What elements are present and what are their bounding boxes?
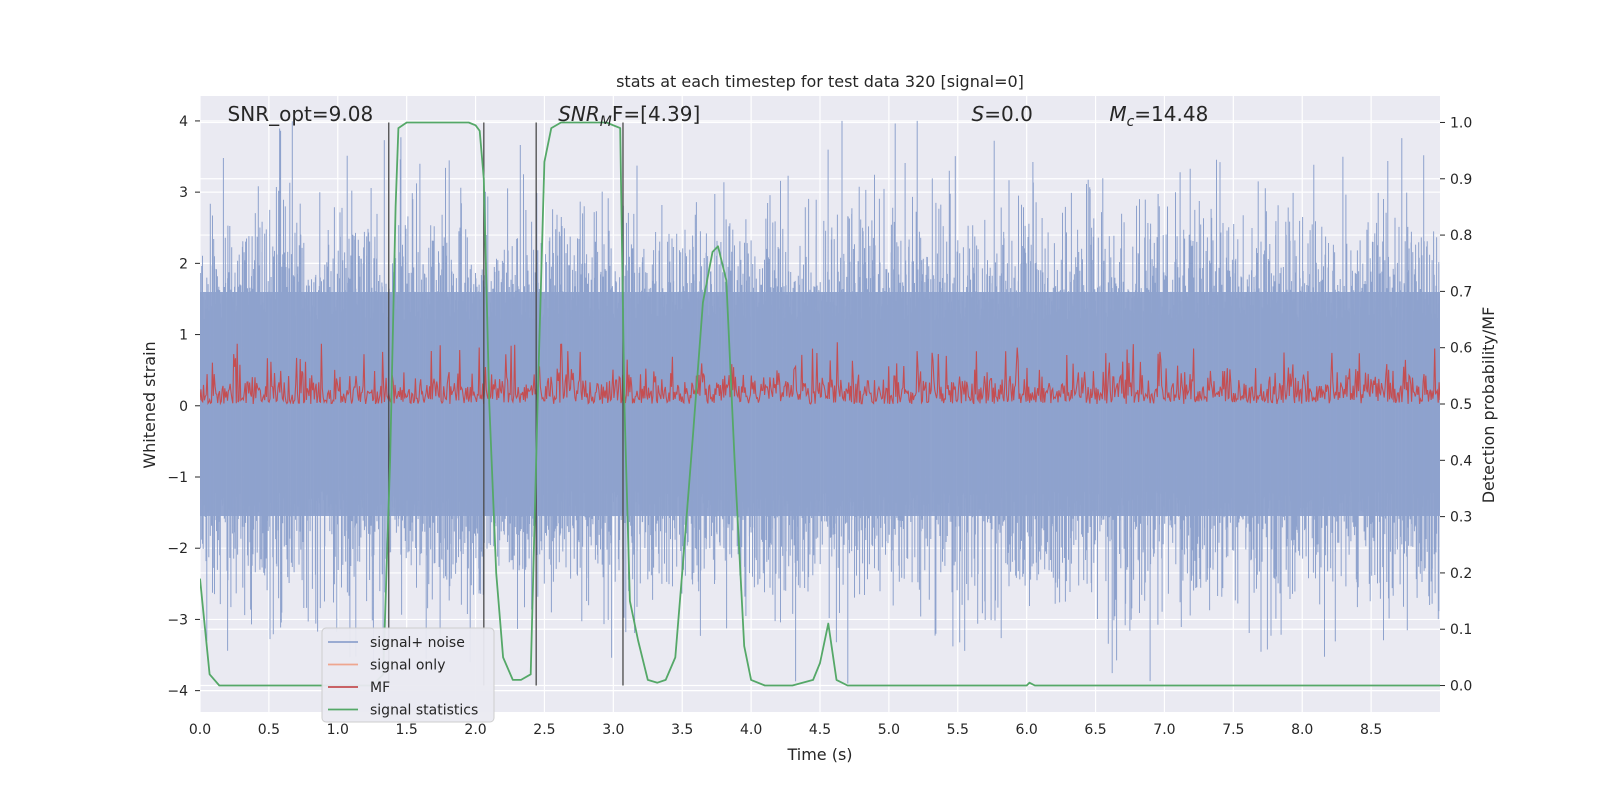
annotations: SNR_opt=9.08 SNRMF=[4.39] S=0.0 Mc=14.48: [228, 102, 1209, 130]
x-tick-label: 5.5: [947, 722, 969, 738]
x-axis-ticks: 0.0 0.5 1.0 1.5 2.0 2.5 3.0 3.5 4.0 4.5 5.0 5.5 6.0 6…: [189, 722, 1382, 738]
legend-label: MF: [370, 680, 390, 696]
x-tick-label: 2.5: [533, 722, 555, 738]
series-signal-noise: [200, 120, 1440, 684]
x-tick-label: 5.0: [878, 722, 900, 738]
annotation-mc: Mc=14.48: [1109, 102, 1208, 130]
y2-axis-ticks: 0.0 0.1 0.2 0.3 0.4 0.5 0.6 0.7 0.8 0.9 1.0: [1440, 115, 1472, 695]
y-tick-label: 1: [179, 328, 188, 344]
y2-tick-label: 1.0: [1450, 115, 1472, 131]
y-tick-label: 3: [179, 185, 188, 201]
annotation-snr_mf: SNRMF=[4.39]: [558, 102, 700, 130]
x-tick-label: 0.5: [258, 722, 280, 738]
y2-tick-label: 0.9: [1450, 172, 1472, 188]
annotation-snr_opt: SNR_opt=9.08: [228, 102, 374, 126]
series-signal-statistics: [200, 121, 1440, 687]
y2-tick-label: 0.6: [1450, 341, 1472, 357]
y2-tick-label: 0.3: [1450, 510, 1472, 526]
series-mf: [200, 342, 1440, 406]
legend-label: signal statistics: [370, 703, 478, 719]
y2-tick-label: 0.5: [1450, 397, 1472, 413]
legend-box: [321, 627, 495, 723]
annotation-s: S=0.0: [972, 102, 1033, 126]
y-axis-ticks: −4 −3 −2 −1 0 1 2 3 4: [167, 114, 200, 700]
signal-statistics-line: [200, 121, 1440, 687]
y-tick-label: −1: [167, 470, 188, 486]
x-tick-label: 2.0: [464, 722, 486, 738]
x-tick-label: 1.5: [396, 722, 418, 738]
chart-title: stats at each timestep for test data 320…: [616, 72, 1024, 91]
y2-axis-label: Detection probability/MF: [1479, 307, 1498, 504]
y-tick-label: −2: [167, 541, 188, 557]
y-tick-label: 0: [179, 399, 188, 415]
x-tick-label: 1.0: [327, 722, 349, 738]
legend-label: signal only: [370, 658, 445, 674]
x-tick-label: 0.0: [189, 722, 211, 738]
y-axis-label: Whitened strain: [140, 341, 159, 468]
x-tick-label: 6.5: [1084, 722, 1106, 738]
x-tick-label: 7.5: [1222, 722, 1244, 738]
y2-tick-label: 0.1: [1450, 622, 1472, 638]
y2-tick-label: 0.8: [1450, 228, 1472, 244]
y2-tick-label: 0.2: [1450, 566, 1472, 582]
x-tick-label: 4.5: [809, 722, 831, 738]
y2-tick-label: 0.7: [1450, 284, 1472, 300]
x-axis-label: Time (s): [786, 745, 852, 764]
x-tick-label: 8.0: [1291, 722, 1313, 738]
legend: signal+ noise signal only MF signal statist…: [321, 627, 495, 723]
x-tick-label: 4.0: [740, 722, 762, 738]
x-tick-label: 6.0: [1016, 722, 1038, 738]
x-tick-label: 3.5: [671, 722, 693, 738]
y-tick-label: −4: [167, 684, 188, 700]
x-tick-label: 7.0: [1153, 722, 1175, 738]
y-tick-label: −3: [167, 612, 188, 628]
y-tick-label: 4: [179, 114, 188, 130]
legend-label: signal+ noise: [370, 635, 465, 651]
mf-line: [200, 342, 1440, 406]
y2-tick-label: 0.0: [1450, 679, 1472, 695]
x-tick-label: 8.5: [1360, 722, 1382, 738]
y-tick-label: 2: [179, 256, 188, 272]
x-tick-label: 3.0: [602, 722, 624, 738]
y2-tick-label: 0.4: [1450, 453, 1472, 469]
